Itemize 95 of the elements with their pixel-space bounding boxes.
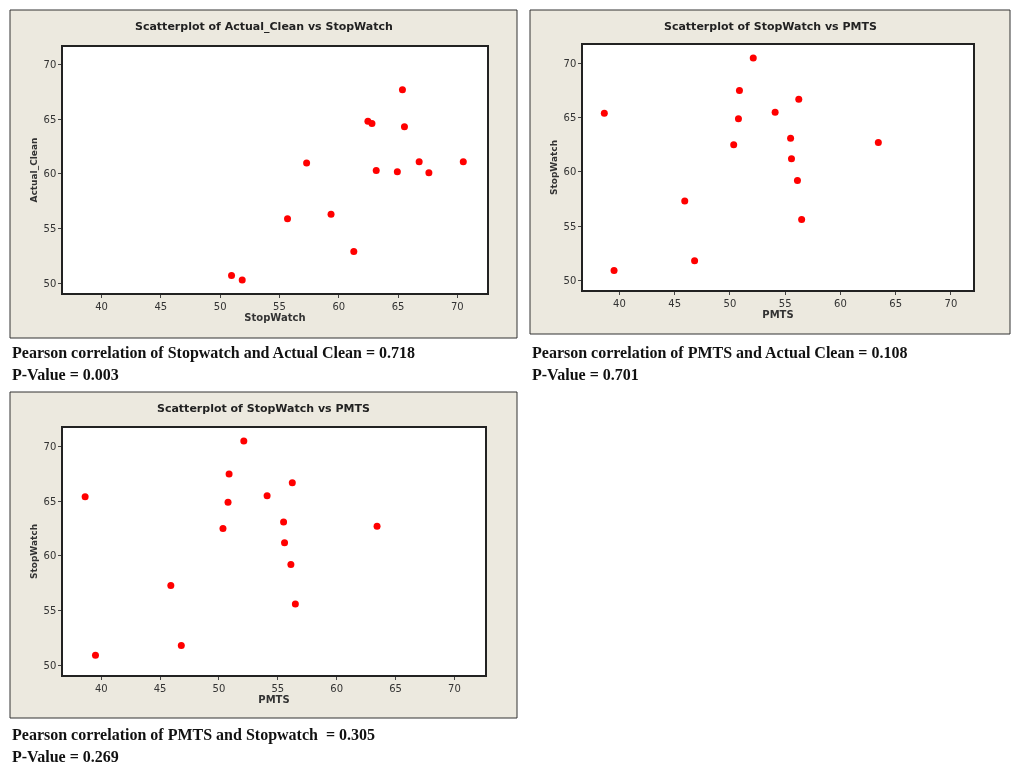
text: P-Value = 0.269 [12,748,119,765]
x-axis-title: PMTS [762,308,794,320]
x-tick-label: 70 [450,300,464,312]
point [372,167,380,175]
y-tick-label: 55 [563,220,577,232]
chart-title: Scatterplot of Actual_Clean vs StopWatch [135,20,393,33]
point [225,470,233,478]
point [400,123,408,131]
x-tick-label: 50 [723,297,737,309]
point [393,168,401,176]
x-axis-title: PMTS [258,693,290,705]
point [167,581,175,589]
point [771,108,779,116]
point [415,158,423,166]
point [681,197,689,205]
x-axis-title: StopWatch [244,311,306,323]
point [81,493,89,501]
point [398,86,406,94]
y-tick-label: 65 [563,112,577,124]
y-tick-label: 70 [43,58,57,70]
x-tick-label: 65 [889,297,903,309]
chart-title: Scatterplot of StopWatch vs PMTS [157,402,370,415]
x-tick-label: 45 [668,297,682,309]
x-tick-label: 50 [213,300,227,312]
point [459,158,467,166]
point [219,525,227,533]
point [735,87,743,95]
y-tick-label: 60 [43,550,57,562]
point [798,216,806,224]
point [373,522,381,530]
text: Pearson correlation of PMTS and Stopwatch = 0.305 [12,726,376,744]
point [303,159,311,167]
x-tick-label: 70 [448,682,461,694]
y-tick-label: 60 [43,168,57,180]
point [793,177,801,185]
point [350,247,358,255]
point [795,95,803,103]
x-tick-label: 40 [613,297,626,309]
x-tick-label: 40 [94,682,108,694]
y-tick-label: 70 [43,441,57,453]
point [240,437,248,445]
point [263,492,271,500]
point [177,641,185,649]
point [600,109,608,117]
point [224,498,232,506]
point [91,651,99,659]
point [238,276,246,284]
y-tick-label: 50 [563,274,577,286]
y-axis-title: StopWatch [29,523,40,580]
y-tick-label: 65 [43,495,57,507]
x-tick-label: 45 [153,682,167,694]
point [280,518,288,526]
point [287,561,295,569]
y-axis-title: StopWatch [549,139,560,196]
point [368,120,376,128]
y-tick-label: 70 [563,57,577,69]
point [284,215,292,223]
point [425,169,433,177]
point [787,155,795,163]
text: P-Value = 0.701 [532,366,639,383]
y-tick-label: 50 [43,277,57,289]
x-tick-label: 50 [212,682,226,694]
point [327,210,335,218]
text: Pearson correlation of PMTS and Actual Clean = 0.108 [532,344,908,361]
point [749,54,757,62]
x-tick-label: 70 [944,297,958,309]
point [228,272,236,280]
point [730,141,738,149]
y-axis-title: Actual_Clean [29,137,40,203]
point [610,266,618,274]
y-tick-label: 55 [43,605,57,617]
point [787,134,795,142]
y-tick-label: 50 [43,659,57,671]
point [734,115,742,123]
x-tick-label: 55 [271,682,285,694]
x-tick-label: 55 [273,300,286,312]
x-tick-label: 65 [391,300,405,312]
point [691,257,699,265]
chart-title: Scatterplot of StopWatch vs PMTS [664,20,877,33]
x-tick-label: 45 [154,300,168,312]
point [291,600,299,608]
y-tick-label: 60 [563,166,577,178]
x-tick-label: 40 [95,300,108,312]
point [874,139,882,147]
x-tick-label: 60 [332,300,346,312]
x-tick-label: 65 [389,682,402,694]
text: Pearson correlation of Stopwatch and Actual Clean = 0.718 [12,344,416,362]
text: P-Value = 0.003 [12,366,119,383]
x-tick-label: 60 [834,297,847,309]
point [281,539,289,547]
x-tick-label: 55 [778,297,792,309]
y-tick-label: 65 [43,113,57,125]
point [288,479,296,487]
y-tick-label: 55 [43,222,57,234]
x-tick-label: 60 [330,682,344,694]
